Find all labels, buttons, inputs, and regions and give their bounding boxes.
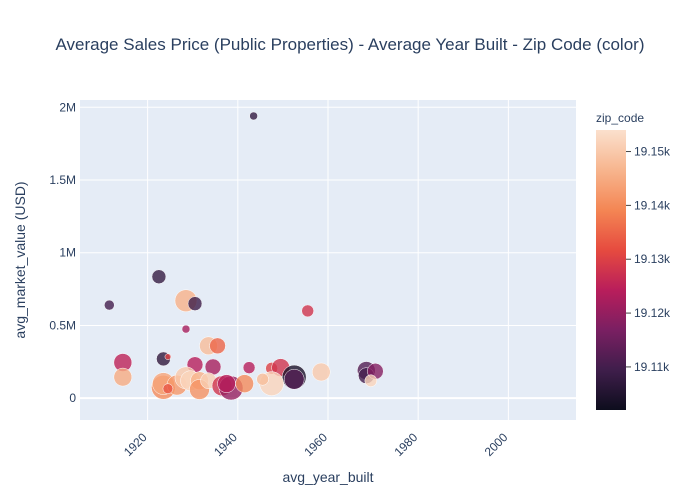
data-point xyxy=(242,361,256,374)
colorbar-tick-label: 19.14k xyxy=(634,198,671,212)
x-axis-title: avg_year_built xyxy=(282,469,373,485)
data-point xyxy=(209,337,226,355)
data-point xyxy=(364,374,378,387)
data-point xyxy=(249,111,258,121)
data-point xyxy=(113,367,133,387)
data-point xyxy=(217,374,236,393)
data-point xyxy=(256,373,269,386)
x-tick-label: 1980 xyxy=(392,430,421,459)
y-tick-label: 0 xyxy=(69,391,76,405)
y-tick-label: 1.5M xyxy=(49,173,76,187)
chart-title: Average Sales Price (Public Properties) … xyxy=(56,35,645,54)
x-tick-labels: 1920 1940 1960 1980 2000 xyxy=(121,430,511,459)
x-tick-label: 1960 xyxy=(301,430,330,459)
data-point xyxy=(104,299,115,311)
y-tick-label: 2M xyxy=(59,100,76,114)
colorbar xyxy=(596,130,626,410)
colorbar-tick-label: 19.15k xyxy=(634,145,671,159)
colorbar-tick-label: 19.13k xyxy=(634,252,671,266)
data-point xyxy=(164,353,172,360)
grid-lines xyxy=(80,100,576,420)
data-point xyxy=(283,369,305,390)
colorbar-ticks: 19.11k 19.12k 19.13k 19.14k 19.15k xyxy=(626,145,671,374)
data-point xyxy=(311,362,331,382)
y-axis-title: avg_market_value (USD) xyxy=(12,181,28,338)
data-points xyxy=(104,111,384,401)
y-tick-label: 0.5M xyxy=(49,318,76,332)
data-point xyxy=(301,304,314,318)
x-tick-label: 1940 xyxy=(211,430,240,459)
x-tick-label: 2000 xyxy=(482,430,511,459)
data-point xyxy=(151,269,167,284)
colorbar-tick-label: 19.12k xyxy=(634,306,671,320)
data-point xyxy=(162,383,174,394)
data-point xyxy=(187,296,203,311)
x-tick-label: 1920 xyxy=(121,430,150,459)
y-tick-labels: 0 0.5M 1M 1.5M 2M xyxy=(49,100,76,405)
colorbar-title: zip_code xyxy=(596,111,644,125)
y-tick-label: 1M xyxy=(59,246,76,260)
data-point xyxy=(181,324,191,334)
data-point xyxy=(235,374,254,393)
colorbar-tick-label: 19.11k xyxy=(634,360,670,374)
data-point xyxy=(204,358,222,376)
